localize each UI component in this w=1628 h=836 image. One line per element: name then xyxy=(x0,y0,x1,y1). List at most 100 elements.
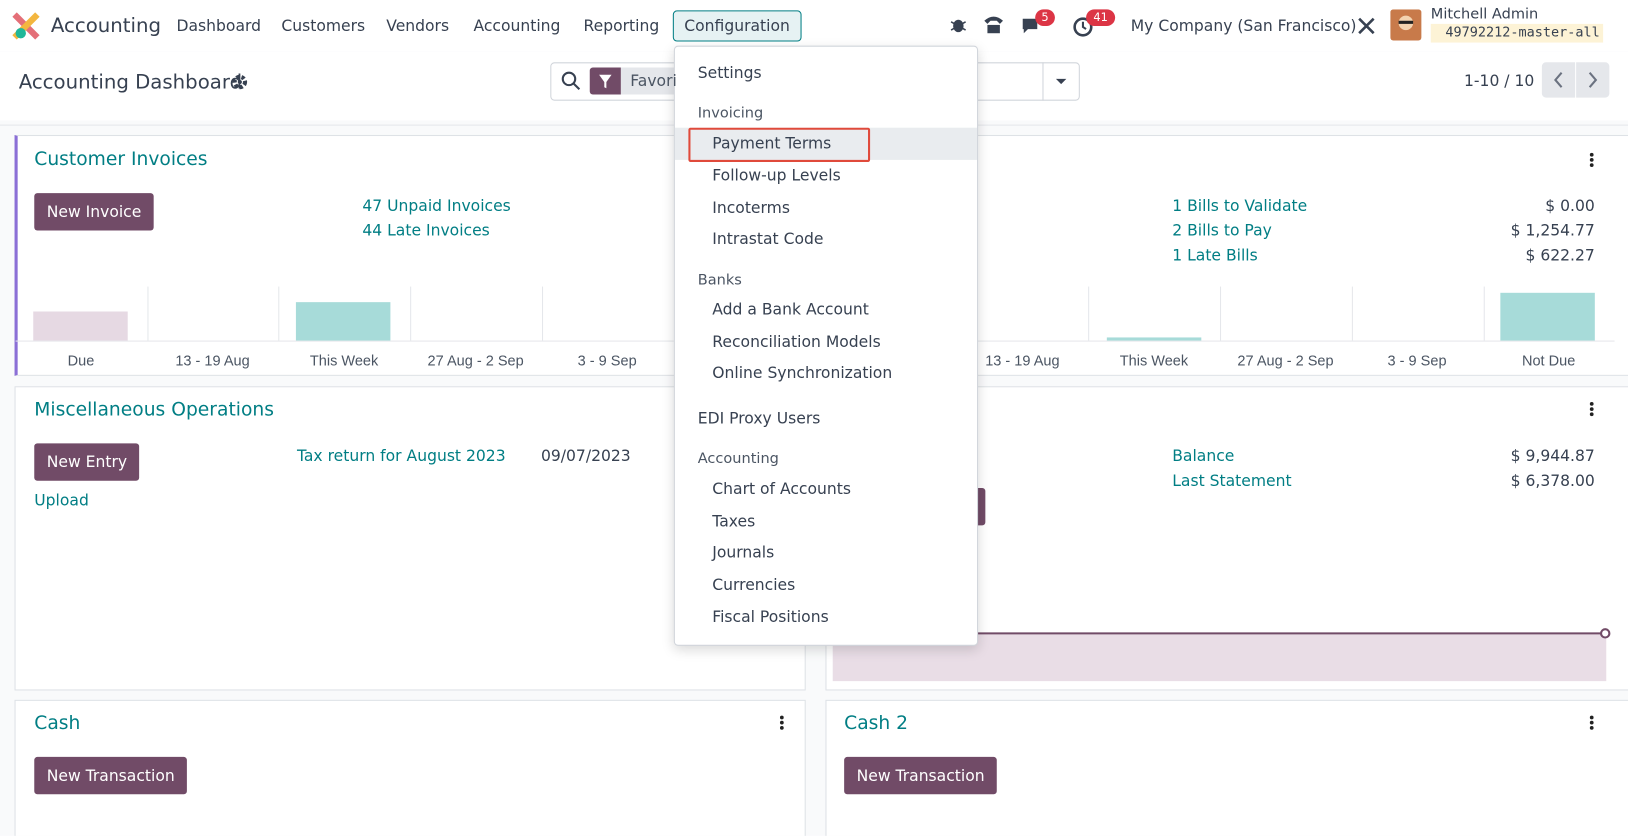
link[interactable]: 47 Unpaid Invoices xyxy=(362,196,511,215)
chart-label: 27 Aug - 2 Sep xyxy=(427,351,524,369)
search-toggle[interactable] xyxy=(1042,62,1078,101)
menu-item[interactable]: Taxes xyxy=(712,511,756,531)
menu-item[interactable]: Intrastat Code xyxy=(712,229,824,249)
phone-icon xyxy=(982,15,1005,36)
facet-bg xyxy=(620,67,684,95)
menu-item[interactable]: Follow-up Levels xyxy=(712,166,841,185)
chart-separator xyxy=(541,286,543,341)
menu-section-header: Accounting xyxy=(697,450,779,468)
menu-item[interactable]: Fiscal Positions xyxy=(712,607,829,627)
button[interactable]: New Invoice xyxy=(34,193,154,231)
messages-icon xyxy=(1021,16,1044,37)
chart-bar xyxy=(33,311,128,341)
menu-item[interactable]: EDI Proxy Users xyxy=(697,409,821,428)
link[interactable]: 2 Bills to Pay xyxy=(1172,221,1272,240)
chart-bar xyxy=(1500,292,1595,341)
card-title[interactable]: Cash xyxy=(34,712,81,735)
configuration-dropdown: Settings Invoicing Payment Terms Follow-up … xyxy=(673,45,979,646)
menu-item[interactable]: Journals xyxy=(712,543,775,562)
chart-label: 3 - 9 Sep xyxy=(1387,351,1447,369)
chart-label: 13 - 19 Aug xyxy=(175,351,250,369)
menu-item[interactable]: Accounting xyxy=(473,16,561,36)
user-avatar xyxy=(1390,9,1422,41)
card-menu xyxy=(1589,401,1595,418)
card-title[interactable]: Cash 2 xyxy=(844,712,909,735)
amount: $ 6,378.00 xyxy=(1510,471,1595,491)
chart-label: Not Due xyxy=(1521,351,1576,369)
amount: $ 0.00 xyxy=(1545,196,1595,215)
chart-separator xyxy=(147,286,149,341)
link[interactable]: 1 Late Bills xyxy=(1172,246,1258,265)
menu-item[interactable]: Currencies xyxy=(712,575,796,594)
link[interactable]: Balance xyxy=(1172,446,1235,466)
chart-label: 13 - 19 Aug xyxy=(985,351,1060,369)
menu-section-header: Invoicing xyxy=(697,104,764,122)
user-name: Mitchell Admin xyxy=(1430,6,1539,23)
chart-label: Due xyxy=(67,351,95,369)
menu-item[interactable]: Settings xyxy=(697,63,762,83)
menu-item[interactable]: Vendors xyxy=(386,16,450,36)
menu-item[interactable]: Dashboard xyxy=(176,16,262,36)
database-name: 49792212-master-all xyxy=(1430,23,1603,43)
menu-item[interactable]: Reporting xyxy=(583,16,660,36)
date: 09/07/2023 xyxy=(540,446,631,466)
app-logo xyxy=(12,12,40,40)
pager-value: 1-10 / 10 xyxy=(1464,71,1535,91)
chart-separator xyxy=(1483,286,1485,341)
button[interactable]: New Transaction xyxy=(844,756,998,795)
settings-gear[interactable] xyxy=(231,73,250,92)
button[interactable]: New Entry xyxy=(34,443,140,481)
menu-item[interactable]: Chart of Accounts xyxy=(712,479,851,499)
chart-separator xyxy=(1220,286,1222,341)
page-title: Accounting Dashboard xyxy=(18,70,243,94)
debug-icon xyxy=(949,16,968,35)
link[interactable]: Last Statement xyxy=(1172,471,1292,491)
button[interactable]: New Transaction xyxy=(34,756,188,795)
chart-label: 3 - 9 Sep xyxy=(577,351,637,369)
link[interactable]: Tax return for August 2023 xyxy=(296,446,506,466)
item-highlight xyxy=(674,127,978,160)
activities-badge[interactable]: 41 xyxy=(1086,9,1116,26)
chart-separator xyxy=(278,286,280,341)
chart-baseline xyxy=(15,340,674,342)
chart-baseline xyxy=(825,340,1615,342)
app-name: Accounting xyxy=(50,14,162,38)
menu-item[interactable]: Customers xyxy=(281,16,366,36)
card-menu xyxy=(1589,714,1595,731)
chart-label: This Week xyxy=(1119,351,1189,369)
facet-icon xyxy=(589,67,621,95)
menu-item[interactable]: Configuration xyxy=(672,10,802,42)
amount: $ 622.27 xyxy=(1525,246,1595,265)
menu-section-header: Banks xyxy=(697,272,742,289)
messages-badge[interactable]: 5 xyxy=(1035,9,1055,26)
chart-label: 27 Aug - 2 Sep xyxy=(1237,351,1334,369)
company-switcher[interactable]: My Company (San Francisco) xyxy=(1130,16,1357,36)
menu-item[interactable]: Incoterms xyxy=(712,198,790,218)
pager-prev[interactable] xyxy=(1541,62,1576,98)
misc-operations-card xyxy=(14,386,806,691)
chart-bar xyxy=(1106,337,1202,341)
card-title[interactable]: Customer Invoices xyxy=(34,148,208,171)
tools-icon xyxy=(1356,16,1377,37)
search-icon xyxy=(561,71,581,91)
card-menu xyxy=(779,714,785,731)
card-title[interactable]: Miscellaneous Operations xyxy=(34,398,274,421)
menu-item[interactable]: Payment Terms xyxy=(712,133,832,153)
menu-item[interactable]: Online Synchronization xyxy=(712,363,893,383)
link[interactable]: 1 Bills to Validate xyxy=(1172,196,1308,215)
link[interactable]: Upload xyxy=(34,491,89,510)
card-menu xyxy=(1589,152,1595,169)
chart-label: This Week xyxy=(309,351,379,369)
menu-item[interactable]: Reconciliation Models xyxy=(712,332,881,351)
amount: $ 1,254.77 xyxy=(1510,221,1595,240)
link[interactable]: 44 Late Invoices xyxy=(362,221,490,240)
amount: $ 9,944.87 xyxy=(1510,446,1595,466)
chart-separator xyxy=(410,286,412,341)
menu-item[interactable]: Add a Bank Account xyxy=(712,300,869,319)
pager-next[interactable] xyxy=(1576,62,1610,98)
chart-bar xyxy=(295,302,391,341)
chart-separator xyxy=(1351,286,1353,341)
activities-icon xyxy=(1073,16,1096,39)
